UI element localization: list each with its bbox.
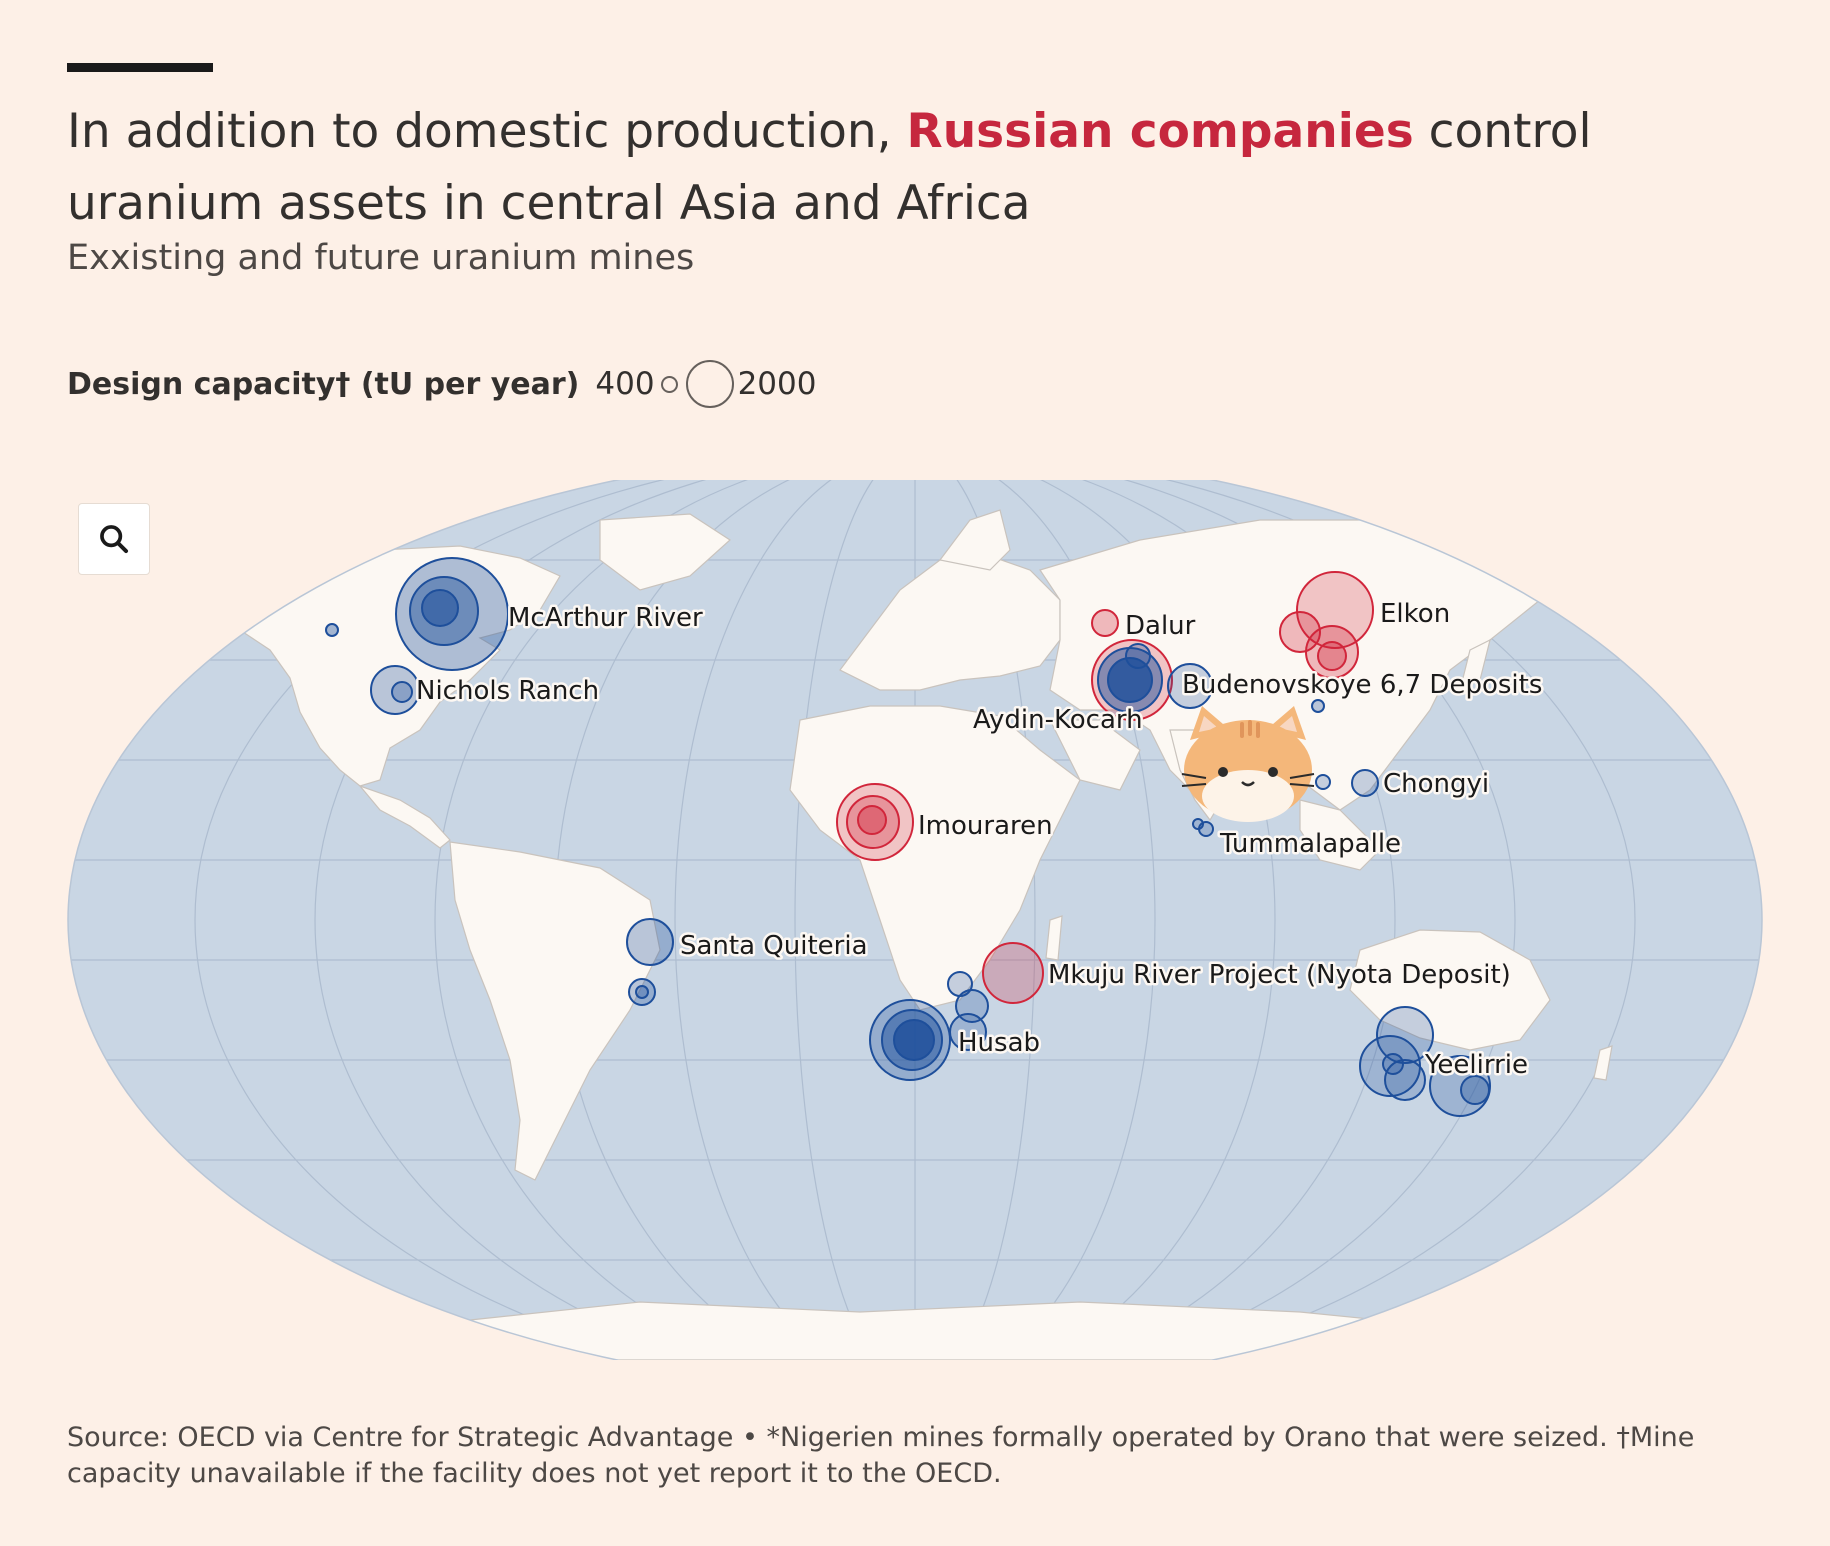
- top-rule: [67, 63, 213, 72]
- label-elkon: Elkon: [1380, 599, 1450, 629]
- mine-markers: [325, 557, 1491, 1117]
- legend-small-circle: [660, 375, 678, 393]
- zoom-button[interactable]: [78, 503, 150, 575]
- legend-large-value: 2000: [737, 366, 817, 402]
- mine-tummalapalle[interactable]: [1192, 818, 1214, 837]
- label-mcarthur-river: McArthur River: [508, 603, 703, 633]
- headline: In addition to domestic production, Russ…: [67, 96, 1757, 240]
- label-yeelirrie: Yeelirrie: [1424, 1050, 1528, 1080]
- mine-yeelirrie[interactable]: [1359, 1006, 1491, 1117]
- mine-husab[interactable]: [869, 999, 987, 1081]
- mine-nichols-ranch[interactable]: [370, 665, 420, 715]
- subtitle: Exxisting and future uranium mines: [67, 238, 695, 278]
- legend-small-value: 400: [595, 366, 655, 402]
- greenland: [599, 513, 731, 591]
- size-legend: Design capacity† (tU per year) 400 2000: [67, 358, 816, 410]
- mine-santa-quiteria[interactable]: [626, 918, 674, 1006]
- mine-small-west-canada[interactable]: [325, 623, 339, 637]
- australia: [1349, 929, 1551, 1051]
- label-budenovskoye: Budenovskoye 6,7 Deposits: [1182, 670, 1542, 700]
- label-santa-quiteria: Santa Quiteria: [680, 931, 868, 961]
- central-america: [358, 784, 451, 849]
- globe-outline: [67, 480, 1763, 1360]
- label-mkuju-river: Mkuju River Project (Nyota Deposit): [1048, 960, 1511, 990]
- africa: [789, 705, 1081, 1011]
- mine-aydin-kocarh[interactable]: [1091, 639, 1173, 721]
- label-imouraren: Imouraren: [918, 811, 1053, 841]
- cat-sticker: [1181, 706, 1315, 822]
- new-zealand: [1593, 1045, 1613, 1081]
- mine-elkon[interactable]: [1279, 571, 1374, 679]
- headline-before: In addition to domestic production,: [67, 104, 892, 159]
- label-husab: Husab: [958, 1028, 1040, 1058]
- mine-imouraren[interactable]: [836, 783, 914, 861]
- mine-dalur[interactable]: [1091, 609, 1119, 637]
- world-map[interactable]: McArthur River Nichols Ranch Dalur Elkon…: [0, 480, 1830, 1360]
- label-aydin-kocarh: Aydin-Kocarh: [973, 705, 1143, 735]
- label-dalur: Dalur: [1125, 611, 1196, 641]
- mine-budenovskoye[interactable]: [1167, 663, 1325, 713]
- arabia: [1049, 719, 1141, 791]
- scandinavia: [938, 509, 1011, 571]
- headline-after: control uranium assets in central Asia a…: [67, 104, 1592, 231]
- madagascar: [1045, 915, 1063, 961]
- map-svg: McArthur River Nichols Ranch Dalur Elkon…: [67, 480, 1763, 1360]
- legend-title: Design capacity† (tU per year): [67, 366, 580, 402]
- label-chongyi: Chongyi: [1383, 769, 1489, 799]
- headline-highlight: Russian companies: [906, 104, 1414, 159]
- southeast-asia: [1299, 799, 1381, 871]
- label-nichols-ranch: Nichols Ranch: [416, 676, 599, 706]
- mine-chongyi[interactable]: [1315, 769, 1379, 797]
- mine-labels: McArthur River Nichols Ranch Dalur Elkon…: [414, 597, 1545, 1083]
- legend-large-circle: [685, 360, 734, 408]
- south-america: [449, 841, 661, 1181]
- label-tummalapalle: Tummalapalle: [1219, 829, 1401, 859]
- source-note: Source: OECD via Centre for Strategic Ad…: [67, 1422, 1695, 1489]
- japan: [1459, 638, 1491, 692]
- mine-mcarthur-river[interactable]: [395, 557, 509, 671]
- search-icon: [100, 525, 129, 554]
